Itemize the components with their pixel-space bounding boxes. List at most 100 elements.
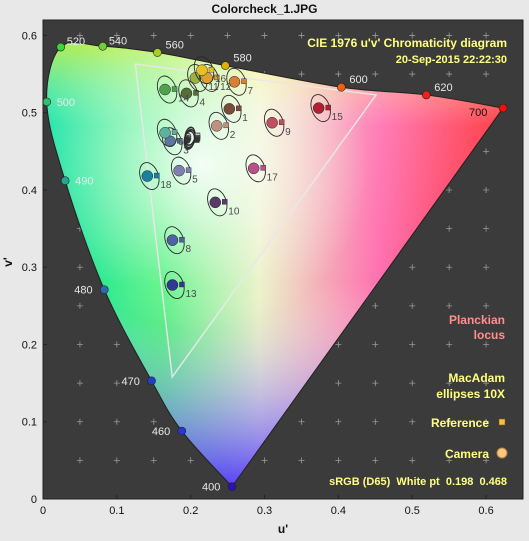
- grid-mark: [409, 71, 416, 78]
- grid-mark: [446, 186, 453, 193]
- grid-mark: [372, 71, 379, 78]
- camera-point: [166, 279, 179, 291]
- camera-point: [141, 170, 154, 182]
- reference-square: [208, 67, 215, 73]
- grid-mark: [335, 380, 342, 387]
- patch-label: 4: [199, 97, 205, 108]
- grid-mark: [113, 457, 120, 464]
- reference-square: [179, 281, 185, 288]
- grid-mark: [409, 32, 416, 39]
- patch-label: 12: [220, 82, 232, 93]
- y-tick-label: 0.1: [22, 417, 37, 429]
- reference-square: [278, 119, 285, 125]
- grid-mark: [446, 71, 453, 78]
- y-tick-label: 0.4: [22, 185, 37, 197]
- grid-mark: [409, 457, 416, 464]
- grid-mark: [483, 341, 490, 348]
- grid-mark: [113, 32, 120, 39]
- grid-mark: [76, 380, 83, 387]
- grid-mark: [76, 264, 83, 271]
- locus-marker: [56, 42, 66, 52]
- reference-square: [154, 172, 160, 179]
- patch-label: 7: [247, 86, 253, 97]
- patch-label: 8: [185, 244, 191, 255]
- grid-mark: [298, 71, 305, 78]
- locus-marker: [98, 41, 108, 51]
- axis-layer: 0 0.1 0.2 0.3 0.4 0.5 0.6 0 0.1 0.2 0.3 0.4 0.5 0.6: [22, 30, 494, 517]
- y-tick-label: 0.5: [22, 108, 37, 120]
- grid-mark: [150, 32, 157, 39]
- locus-marker-layer: 400 460 470 480 490 500 520 540 560 580 600 620 700: [42, 35, 508, 494]
- reference-legend-marker: [498, 418, 506, 426]
- grid-mark: [335, 71, 342, 78]
- locus-marker: [227, 482, 237, 491]
- camera-point: [228, 76, 241, 88]
- footer-whitepoint: sRGB (D65) White pt 0.198 0.468: [329, 476, 507, 488]
- grid-mark: [298, 418, 305, 425]
- locus-wavelength-label: 480: [74, 285, 92, 297]
- locus-marker: [498, 103, 508, 113]
- reference-square: [236, 105, 242, 112]
- grid-mark: [446, 225, 453, 232]
- locus-wavelength-label: 460: [152, 426, 170, 438]
- patch-label: 13: [185, 289, 197, 300]
- locus-wavelength-label: 620: [434, 82, 452, 94]
- reference-square: [213, 74, 220, 81]
- camera-legend-marker: [496, 447, 508, 459]
- patch-label: 14: [178, 94, 190, 105]
- reference-square: [325, 104, 331, 111]
- grid-mark: [335, 457, 342, 464]
- reference-square: [194, 137, 200, 143]
- grid-mark: [372, 32, 379, 39]
- grid-mark: [298, 32, 305, 39]
- grid-mark: [113, 341, 120, 348]
- x-tick-label: 0.6: [478, 505, 493, 517]
- grid-mark: [261, 457, 268, 464]
- patch-label: 1: [242, 113, 248, 124]
- grid-mark: [76, 457, 83, 464]
- x-tick-label: 0.2: [183, 505, 198, 517]
- grid-mark: [76, 341, 83, 348]
- y-tick-label: 0.2: [22, 339, 37, 351]
- locus-marker: [99, 285, 109, 294]
- grid-mark: [483, 225, 490, 232]
- grid-mark: [483, 71, 490, 78]
- x-axis-label: u': [278, 522, 288, 536]
- camera-point: [209, 196, 222, 209]
- camera-point: [247, 162, 260, 175]
- grid-mark: [150, 457, 157, 464]
- camera-point: [183, 137, 191, 144]
- grid-mark: [483, 148, 490, 155]
- grid-mark: [372, 457, 379, 464]
- camera-point: [223, 103, 236, 115]
- x-tick-label: 0.3: [257, 505, 272, 517]
- grid-mark: [409, 380, 416, 387]
- locus-marker: [42, 97, 51, 107]
- locus-marker: [177, 426, 187, 436]
- patch-label: 6: [178, 137, 184, 148]
- x-tick-label: 0.4: [331, 505, 346, 517]
- grid-mark: [446, 380, 453, 387]
- planckian-label-line1: Planckian: [448, 313, 505, 327]
- grid-mark: [409, 341, 416, 348]
- locus-wavelength-label: 700: [469, 107, 487, 119]
- camera-point: [159, 127, 171, 139]
- patch-label: 17: [267, 172, 279, 183]
- reference-square: [171, 129, 178, 135]
- grid-mark: [446, 264, 453, 271]
- grid-mark: [335, 341, 342, 348]
- grid-mark: [187, 457, 194, 464]
- x-tick-label: 0.5: [405, 505, 420, 517]
- reference-square: [179, 236, 185, 243]
- grid-mark: [409, 264, 416, 271]
- y-axis-label: v': [1, 257, 15, 267]
- locus-marker: [147, 376, 156, 386]
- grid-mark: [483, 380, 490, 387]
- grid-mark: [372, 380, 379, 387]
- reference-square: [223, 122, 229, 129]
- y-tick-label: 0: [31, 494, 37, 506]
- locus-wavelength-label: 470: [122, 376, 140, 388]
- reference-square: [222, 199, 228, 205]
